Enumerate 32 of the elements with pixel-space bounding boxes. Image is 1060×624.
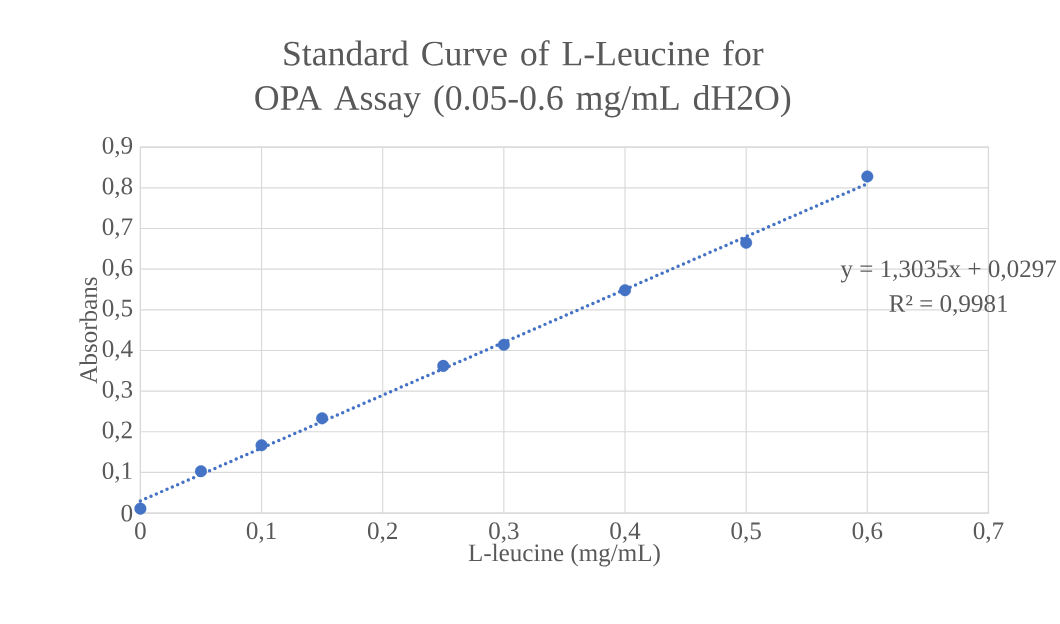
x-tick-label: 0 xyxy=(135,522,146,540)
x-tick-label: 0,3 xyxy=(489,522,519,543)
x-tick-label: 0,2 xyxy=(367,522,397,543)
point xyxy=(619,284,632,297)
point xyxy=(134,502,147,515)
x-tick-label: 0,5 xyxy=(731,522,761,543)
x-tick-label: 0,4 xyxy=(610,522,641,543)
annotation: y = 1,3035x + 0,0297 xyxy=(840,260,1057,283)
x-axis-title: L-leucine (mg/mL) xyxy=(468,543,660,567)
y-tick-label: 0,9 xyxy=(102,136,133,158)
y-tick-label: 0,6 xyxy=(102,258,133,280)
y-tick-label: 0,3 xyxy=(102,380,133,402)
point xyxy=(861,170,874,183)
y-tick-label: 0,7 xyxy=(102,217,133,239)
point xyxy=(497,338,510,351)
y-tick-label: 0,1 xyxy=(102,461,132,483)
x-tick-label: 0,1 xyxy=(246,522,276,543)
point xyxy=(316,412,329,425)
point xyxy=(740,236,753,249)
point xyxy=(255,438,268,451)
annotation: R² = 0,9981 xyxy=(889,294,1008,316)
y-tick-label: 0,5 xyxy=(102,299,133,320)
y-tick-label: 0,4 xyxy=(102,339,133,361)
point xyxy=(194,465,207,478)
y-axis-title: Absorbans xyxy=(79,277,98,384)
chart-title: Standard Curve of L-Leucine for OPA Assay (0.05-0.6 mg/mL dH2O) xyxy=(255,39,791,118)
x-tick-label: 0,6 xyxy=(852,522,883,543)
y-tick-label: 0 xyxy=(121,504,133,522)
y-tick-label: 0,8 xyxy=(102,177,133,198)
x-tick-label: 0,7 xyxy=(973,522,1004,543)
y-tick-label: 0,2 xyxy=(102,421,132,442)
point xyxy=(437,359,450,372)
